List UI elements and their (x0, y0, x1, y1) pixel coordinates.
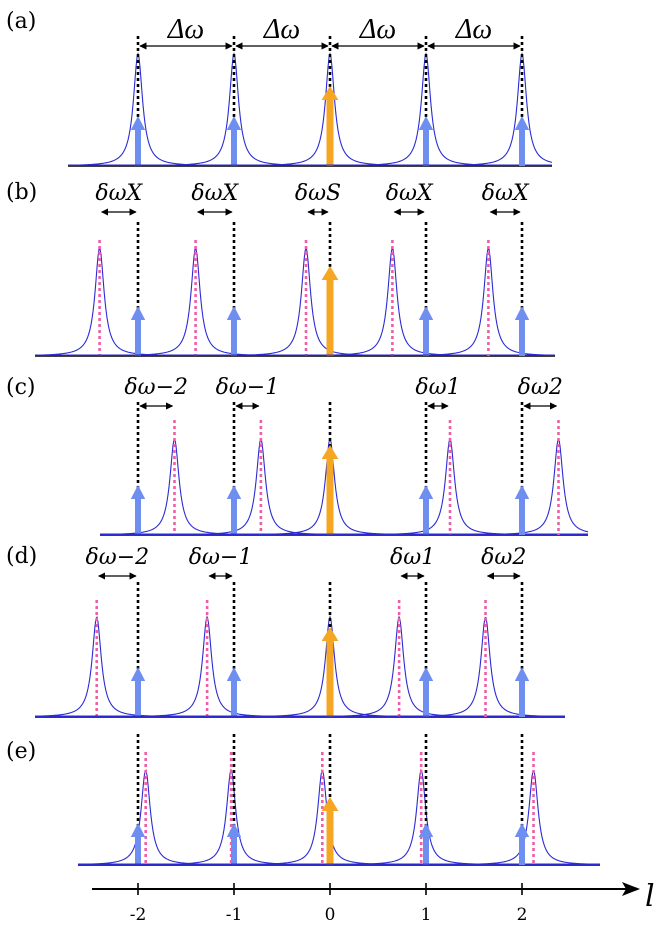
comb-arrow (130, 485, 146, 535)
comb-arrow (514, 485, 530, 535)
detuning-label: δωX (482, 181, 530, 206)
comb-arrow (226, 116, 242, 166)
comb-arrow (418, 306, 434, 356)
comb-arrow (418, 116, 434, 166)
l-axis-variable: l (645, 879, 655, 914)
pump-arrow (321, 627, 339, 717)
comb-arrow (226, 306, 242, 356)
l-axis-tick-label: 2 (517, 905, 528, 925)
panel-label: (b) (6, 180, 37, 205)
panel-c: (c) δω−2 δω−1 δω1 δω2 (6, 375, 589, 536)
detuning-label: δω−1 (216, 375, 280, 400)
comb-arrow (418, 667, 434, 717)
comb-arrow (226, 667, 242, 717)
panel-label: (a) (6, 9, 36, 34)
panel-label: (d) (6, 544, 37, 569)
l-axis: -2 -1 0 1 2 l (92, 879, 655, 925)
comb-arrow (226, 485, 242, 535)
detuning-label: δω−1 (189, 545, 253, 570)
lorentzian-peak (35, 247, 555, 356)
detuning-label: δωS (295, 181, 341, 206)
panel-label: (c) (6, 375, 36, 400)
detuning-label: δω2 (481, 545, 526, 570)
lorentzian-peak (35, 247, 555, 356)
pump-arrow (321, 266, 339, 356)
spacing-label: Δω (455, 14, 492, 45)
spacing-label: Δω (359, 14, 396, 45)
comb-arrow (514, 667, 530, 717)
comb-arrow (130, 116, 146, 166)
comb-arrow (130, 667, 146, 717)
pump-arrow (321, 445, 339, 535)
comb-arrow (226, 823, 242, 865)
comb-arrow (418, 485, 434, 535)
panel-b: (b) δωX δωX δωS δωX δωX (6, 180, 555, 357)
detuning-label: δωX (95, 181, 143, 206)
l-axis-tick-label: -1 (226, 905, 243, 925)
detuning-label: δωX (386, 181, 434, 206)
comb-arrow (514, 306, 530, 356)
comb-arrow (418, 823, 434, 865)
panel-e: (e) (6, 734, 600, 866)
pump-arrow (321, 86, 339, 166)
l-axis-arrowhead (622, 882, 640, 896)
lorentzian-peak (100, 439, 589, 535)
panel-d: (d) δω−2 δω−1 δω1 δω2 (6, 544, 565, 718)
lorentzian-peak (35, 246, 555, 356)
comb-arrow (514, 823, 530, 865)
spacing-label: Δω (263, 14, 300, 45)
l-axis-tick-label: -2 (130, 905, 147, 925)
lorentzian-peak (35, 617, 565, 717)
detuning-label: δω1 (390, 545, 435, 570)
comb-arrow (130, 306, 146, 356)
lorentzian-peak (68, 51, 553, 166)
comb-arrow (130, 823, 146, 865)
detuning-label: δω−2 (86, 545, 150, 570)
panel-a: (a) Δω Δω Δω Δω (6, 9, 553, 167)
detuning-label: δωX (191, 181, 239, 206)
detuning-label: δω2 (518, 375, 563, 400)
spacing-label: Δω (167, 14, 204, 45)
l-axis-tick-label: 1 (421, 905, 432, 925)
detuning-label: δω−2 (124, 375, 188, 400)
detuning-label: δω1 (415, 375, 460, 400)
pump-arrow (321, 797, 339, 865)
panel-label: (e) (6, 739, 36, 764)
lorentzian-peak (78, 770, 600, 865)
l-axis-tick-label: 0 (325, 905, 336, 925)
comb-arrow (514, 116, 530, 166)
